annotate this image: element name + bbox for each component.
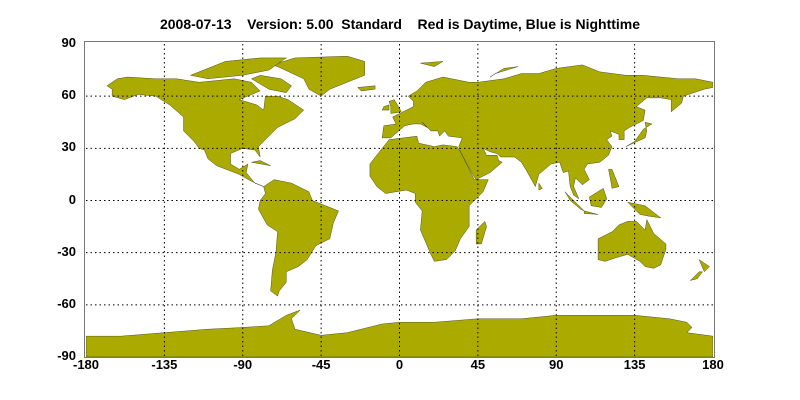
land-sumatra — [565, 192, 584, 211]
y-tick-label: -90 — [57, 348, 76, 363]
land-new-zealand-s — [690, 272, 702, 281]
land-eurasia — [382, 65, 713, 199]
land-arctic-islands — [191, 58, 287, 79]
x-tick-label: -90 — [233, 357, 253, 372]
land-ireland — [382, 105, 389, 110]
plot-frame — [84, 41, 715, 358]
land-south-america — [258, 180, 338, 297]
land-philippines — [609, 169, 619, 188]
y-tick-label: 60 — [61, 87, 76, 103]
x-tick-label: 0 — [395, 357, 404, 372]
grid-lines — [86, 44, 713, 357]
land-greenland — [272, 56, 364, 96]
land-new-guinea — [628, 202, 661, 218]
x-tick-label: -180 — [72, 357, 100, 372]
y-tick-label: -60 — [57, 295, 76, 311]
land-antarctica — [86, 310, 713, 357]
land-japan — [626, 122, 652, 146]
y-tick-label: 0 — [68, 191, 76, 207]
world-map — [86, 44, 713, 357]
land-madagascar — [476, 221, 486, 244]
land-java — [584, 211, 598, 214]
land-borneo — [589, 188, 606, 207]
land-baffin — [251, 75, 291, 92]
land-britain — [389, 100, 401, 114]
land-iceland — [358, 86, 375, 91]
land-north-america — [107, 77, 304, 187]
land-masses — [86, 56, 713, 357]
y-tick-label: 30 — [61, 139, 76, 155]
land-svalbard — [420, 61, 443, 66]
x-tick-label: 90 — [549, 357, 564, 372]
land-africa — [370, 136, 488, 261]
x-tick-label: -45 — [311, 357, 331, 372]
map-title: 2008-07-13 Version: 5.00 Standard Red is… — [159, 16, 641, 32]
x-tick-label: 135 — [623, 357, 646, 372]
y-tick-label: 90 — [61, 35, 76, 50]
x-tick-label: 180 — [702, 357, 724, 372]
y-tick-label: -30 — [57, 243, 76, 259]
land-sri-lanka — [539, 183, 542, 190]
land-novaya-zemlya — [490, 67, 518, 77]
land-new-zealand-n — [699, 260, 709, 272]
land-australia — [598, 220, 666, 269]
x-tick-label: -135 — [151, 357, 178, 372]
land-cuba — [251, 161, 270, 166]
x-tick-label: 45 — [470, 357, 486, 372]
